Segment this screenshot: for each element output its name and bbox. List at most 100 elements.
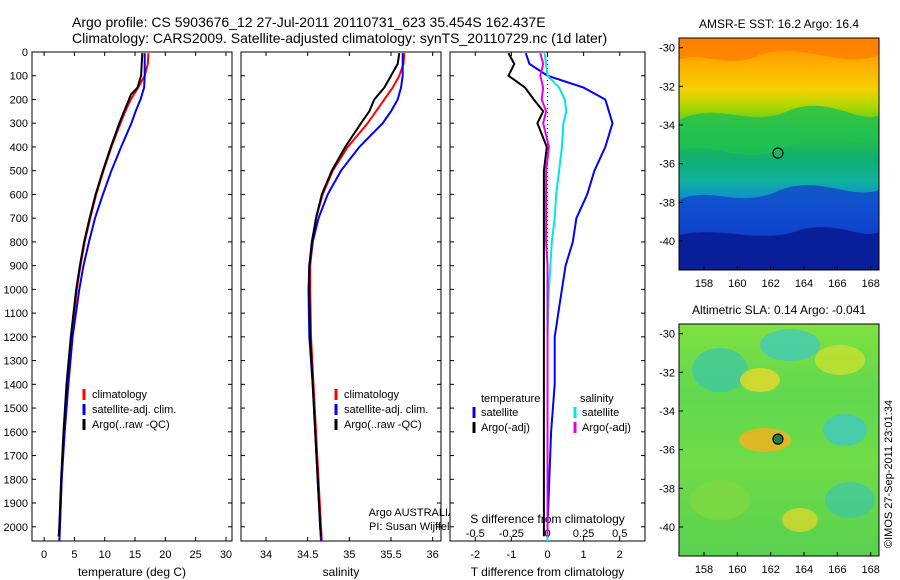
x-tick-label: 1: [581, 549, 587, 561]
map-x-tick-label: 164: [795, 564, 813, 576]
y-tick-label: 1300: [4, 356, 28, 368]
x-axis-label: T difference from climatology: [471, 565, 625, 579]
x-tick-label: 30: [220, 549, 232, 561]
map-y-tick-label: -40: [659, 522, 675, 534]
map-y-tick-label: -34: [659, 406, 675, 418]
figure-title-line-2: Climatology: CARS2009. Satellite-adjuste…: [72, 30, 608, 46]
y-tick-label: 1600: [4, 427, 28, 439]
imos-credit: ©IMOS 27-Sep-2011 23:01:34: [883, 400, 895, 548]
map-x-tick-label: 164: [795, 278, 813, 290]
map-y-tick-label: -32: [659, 81, 675, 93]
y-tick-label: 600: [10, 189, 28, 201]
annotation-line-2: PI: Susan Wijffels: [369, 521, 455, 533]
series-line-argo-adj-: [507, 52, 548, 537]
series-line-satellite-adj-clim-: [58, 53, 146, 542]
x-tick-label: 10: [99, 549, 111, 561]
y-tick-label: 100: [10, 71, 28, 83]
map-y-tick-label: -36: [659, 445, 675, 457]
map-x-tick-label: 160: [728, 278, 746, 290]
y-tick-label: 1100: [4, 308, 28, 320]
x-tick-label: 34.5: [297, 549, 318, 561]
map-x-tick-label: 168: [861, 278, 879, 290]
map-x-tick-label: 160: [728, 564, 746, 576]
y-tick-label: 0: [22, 47, 28, 59]
sst-map-panel: AMSR-E SST: 16.2 Argo: 16.4 158 160 162 164 1…: [659, 17, 880, 290]
map-y-tick-label: -38: [659, 197, 675, 209]
map-x-tick-label: 166: [828, 564, 846, 576]
legend-label: satellite: [582, 407, 619, 419]
top-tick-label: 0.5: [612, 528, 627, 540]
y-tick-label: 1900: [4, 498, 28, 510]
legend-label: satellite-adj. clim.: [344, 404, 428, 416]
salinity-panel: 34 34.5 35 35.5 36 salinity climatology satelli…: [240, 51, 456, 579]
y-tick-label: 700: [10, 213, 28, 225]
map-x-tick-label: 166: [828, 278, 846, 290]
x-tick-label: 35.5: [380, 549, 401, 561]
x-tick-label: 34: [260, 549, 272, 561]
y-tick-label: 800: [10, 237, 28, 249]
legend-label: Argo(-adj): [582, 422, 631, 434]
legend-title-temperature: temperature: [481, 393, 540, 405]
map-x-tick-label: 158: [695, 278, 713, 290]
x-tick-label: 20: [159, 549, 171, 561]
legend-label: climatology: [344, 389, 400, 401]
map-y-tick-label: -34: [659, 120, 675, 132]
legend-label: satellite: [481, 407, 518, 419]
temperature-panel: 0100200300400500600700800900100011001200…: [4, 47, 233, 579]
legend-label: Argo(..raw -QC): [344, 419, 422, 431]
y-tick-label: 1400: [4, 379, 28, 391]
sla-map-panel: Altimetric SLA: 0.14 Argo: -0.041 158 160 1…: [659, 303, 880, 576]
map-x-tick-label: 162: [761, 564, 779, 576]
map-x-tick-label: 168: [861, 564, 879, 576]
y-tick-label: 1700: [4, 451, 28, 463]
legend-title-salinity: salinity: [580, 393, 614, 405]
y-tick-label: 300: [10, 118, 28, 130]
x-tick-label: 15: [129, 549, 141, 561]
x-tick-label: 35: [343, 549, 355, 561]
argo-float-marker: [772, 433, 784, 445]
series-line-argo-adj-: [539, 52, 550, 537]
y-tick-label: 1800: [4, 474, 28, 486]
x-tick-label: 0: [544, 549, 550, 561]
x-tick-label: 36: [427, 549, 439, 561]
map-y-tick-label: -36: [659, 159, 675, 171]
legend-label: satellite-adj. clim.: [92, 404, 176, 416]
x-tick-label: 0: [41, 549, 47, 561]
legend-label: Argo(..raw -QC): [92, 419, 170, 431]
map-x-tick-label: 162: [761, 278, 779, 290]
y-tick-label: 500: [10, 166, 28, 178]
x-tick-label: 25: [190, 549, 202, 561]
map-y-tick-label: -38: [659, 483, 675, 495]
figure-title-line-1: Argo profile: CS 5903676_12 27-Jul-2011 …: [72, 14, 546, 30]
series-line-satellite: [524, 52, 614, 541]
map-y-tick-label: -30: [659, 43, 675, 55]
x-tick-label: 2: [617, 549, 623, 561]
map-title: Altimetric SLA: 0.14 Argo: -0.041: [692, 303, 866, 317]
difference-panel: -2 -1 0 1 2 T difference from climatology -0.5…: [449, 51, 646, 579]
y-tick-label: 1500: [4, 403, 28, 415]
x-axis-label: salinity: [323, 565, 360, 579]
map-title: AMSR-E SST: 16.2 Argo: 16.4: [699, 17, 859, 31]
y-tick-label: 900: [10, 261, 28, 273]
plot-frame: [240, 51, 442, 542]
map-y-tick-label: -40: [659, 236, 675, 248]
y-tick-label: 400: [10, 142, 28, 154]
y-tick-label: 200: [10, 94, 28, 106]
top-tick-label: -0.25: [499, 528, 524, 540]
top-tick-label: 0.25: [573, 528, 594, 540]
series-line-argo-raw-qc-: [57, 53, 144, 537]
x-tick-label: 5: [71, 549, 77, 561]
x-axis-label: temperature (deg C): [78, 565, 186, 579]
series-line-argo-raw-qc-: [308, 53, 401, 537]
map-y-tick-label: -30: [659, 329, 675, 341]
x-tick-label: -1: [506, 549, 516, 561]
map-y-tick-label: -32: [659, 367, 675, 379]
y-tick-label: 1200: [4, 332, 28, 344]
y-tick-label: 2000: [4, 522, 28, 534]
top-tick-label: -0.5: [466, 528, 485, 540]
argo-float-marker: [772, 147, 784, 159]
x-tick-label: -2: [470, 549, 480, 561]
y-tick-label: 1000: [4, 284, 28, 296]
plot-frame: [31, 51, 233, 542]
